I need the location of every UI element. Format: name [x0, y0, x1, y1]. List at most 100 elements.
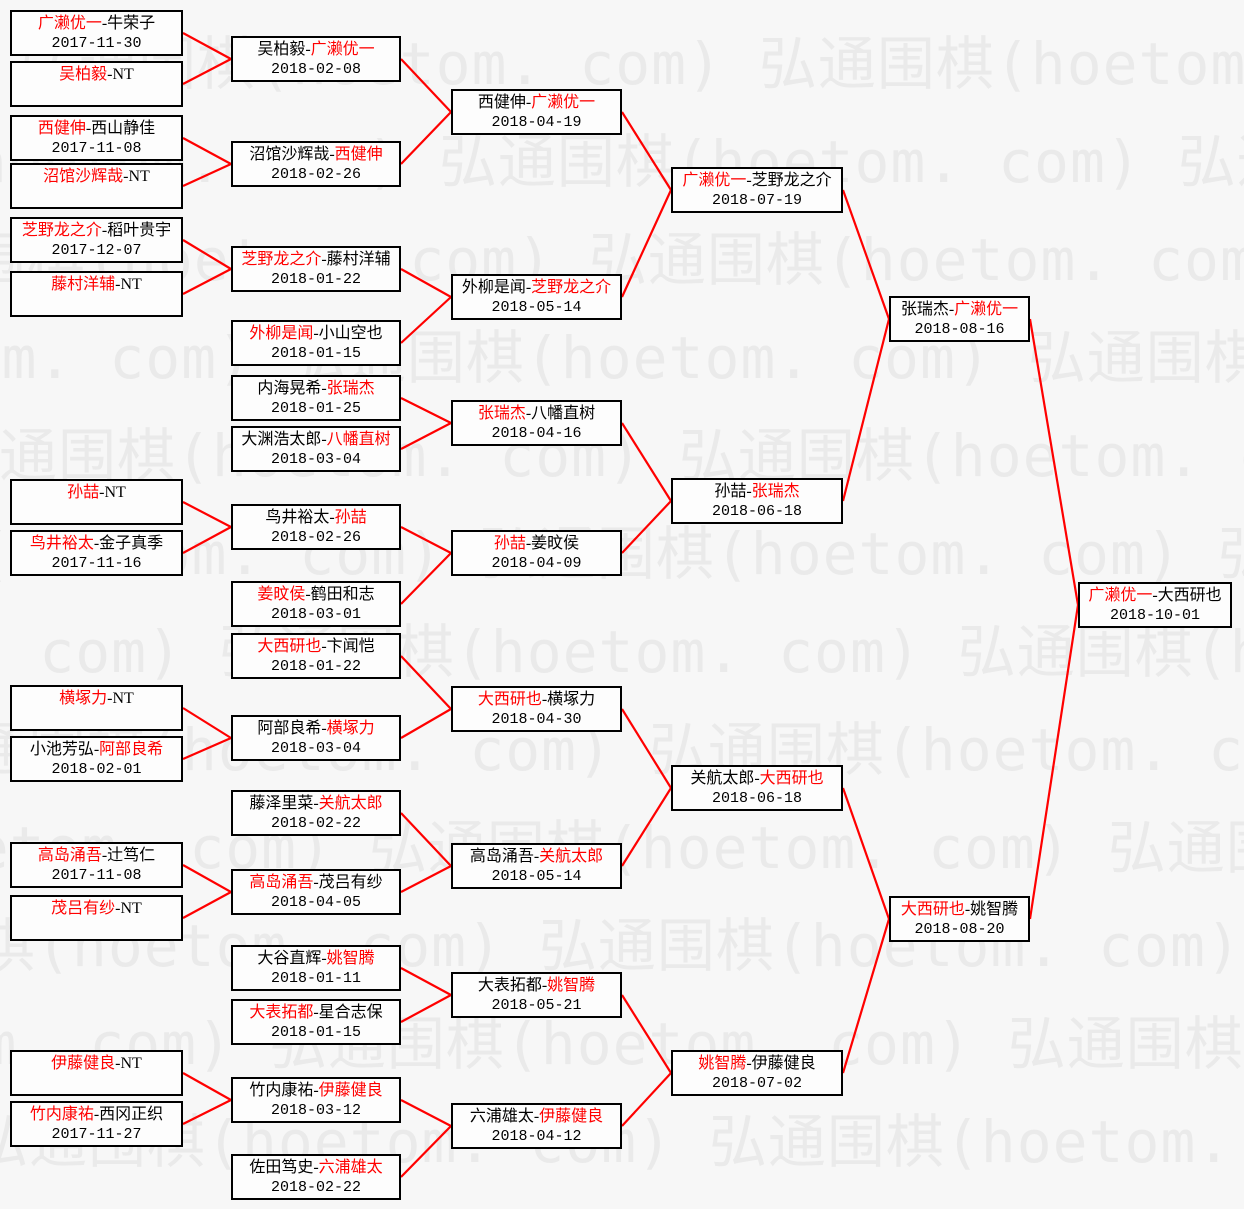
match-players: 沼馆沙辉哉-NT — [12, 165, 181, 187]
name-separator: - — [101, 15, 108, 32]
match-date: 2018-01-11 — [270, 970, 361, 987]
loser-name: 孙喆 — [714, 483, 747, 500]
bracket-connector-line — [400, 865, 452, 893]
bracket-connector-line — [400, 552, 452, 605]
match-date: 2018-02-26 — [270, 166, 361, 183]
winner-name: 藤村洋辅 — [51, 276, 116, 293]
name-separator: - — [93, 741, 100, 758]
match-players: 鸟井裕太-金子真季 — [12, 532, 181, 554]
winner-name: 姚智腾 — [547, 977, 596, 994]
match-players: 竹内康祐-伊藤健良 — [233, 1079, 399, 1101]
match-date: 2017-11-08 — [51, 140, 142, 157]
match-box-round-2-12: 高岛涌吾-茂吕有纱 2018-04-05 — [231, 869, 401, 915]
winner-name: 广濑优一 — [37, 15, 102, 32]
match-date — [12, 1074, 181, 1094]
name-separator: - — [313, 795, 319, 812]
match-box-final-1: 广濑优一-大西研也 2018-10-01 — [1078, 582, 1232, 628]
name-separator: - — [305, 41, 311, 58]
match-date: 2017-11-16 — [51, 555, 142, 572]
match-date — [12, 295, 181, 315]
match-players: 外柳是闻-小山空也 — [233, 322, 399, 344]
name-separator: - — [115, 1055, 121, 1072]
match-players: 吴柏毅-广濑优一 — [233, 38, 399, 60]
bracket-connector-line — [400, 397, 452, 424]
winner-name: 广濑优一 — [682, 172, 747, 189]
match-box-round-2-8: 姜旼侯-鹤田和志 2018-03-01 — [231, 581, 401, 627]
match-players: 藤村洋辅-NT — [12, 273, 181, 295]
loser-name: 西冈正织 — [99, 1106, 164, 1123]
winner-name: 大表拓都 — [249, 1004, 314, 1021]
match-date: 2018-01-25 — [270, 400, 361, 417]
winner-name: 鸟井裕太 — [29, 535, 94, 552]
bracket-connector-line — [400, 422, 452, 450]
winner-name: 广濑优一 — [1088, 587, 1153, 604]
bracket-connector-line — [182, 1099, 232, 1125]
loser-name: 藤村洋辅 — [326, 251, 391, 268]
loser-name: 八幡直树 — [531, 405, 596, 422]
winner-name: 张瑞杰 — [751, 483, 800, 500]
match-box-round-1-12: 茂吕有纱-NT — [10, 895, 183, 941]
match-players: 竹内康祐-西冈正织 — [12, 1103, 181, 1125]
name-separator: - — [525, 405, 532, 422]
loser-name: 小池芳弘 — [29, 741, 94, 758]
watermark-text: 弘通围棋(hoetom. com) 弘通围棋(hoetom. com) 弘通围棋… — [0, 520, 1244, 588]
bracket-connector-line — [620, 189, 673, 298]
bracket-connector-line — [841, 918, 891, 1074]
name-separator: - — [313, 874, 319, 891]
match-players: 鸟井裕太-孙喆 — [233, 506, 399, 528]
winner-name: 茂吕有纱 — [51, 900, 116, 917]
match-players: 西健伸-广濑优一 — [453, 91, 620, 113]
winner-name: 伊藤健良 — [539, 1108, 604, 1125]
watermark-text: 弘通围棋(hoetom. com) 弘通围棋(hoetom. com) 弘通围棋… — [0, 128, 1244, 196]
match-box-round-1-6: 藤村洋辅-NT — [10, 271, 183, 317]
match-date: 2018-03-12 — [270, 1102, 361, 1119]
loser-name: 芝野龙之介 — [751, 172, 832, 189]
winner-name: 广濑优一 — [310, 41, 375, 58]
name-separator: - — [313, 1082, 319, 1099]
loser-name: 小山空也 — [318, 325, 383, 342]
match-players: 广濑优一-芝野龙之介 — [673, 169, 841, 191]
loser-name: 姜旼侯 — [531, 535, 580, 552]
match-players: 孙喆-姜旼侯 — [453, 532, 620, 554]
loser-name: 横塚力 — [547, 691, 596, 708]
loser-name: 吴柏毅 — [257, 41, 306, 58]
match-players: 藤泽里菜-关航太郎 — [233, 792, 399, 814]
loser-name: 茂吕有纱 — [318, 874, 383, 891]
match-date: 2017-12-07 — [51, 242, 142, 259]
match-box-round-3-8: 六浦雄太-伊藤健良 2018-04-12 — [451, 1103, 622, 1149]
loser-name: 卞闻恺 — [326, 638, 375, 655]
name-separator: - — [754, 770, 760, 787]
match-box-round-2-4: 外柳是闻-小山空也 2018-01-15 — [231, 320, 401, 366]
winner-name: 芝野龙之介 — [21, 222, 102, 239]
match-box-round-3-1: 西健伸-广濑优一 2018-04-19 — [451, 89, 622, 135]
loser-name: 稻叶贵宇 — [107, 222, 172, 239]
loser-name: 西山静佳 — [91, 120, 156, 137]
bracket-connector-line — [400, 58, 452, 113]
loser-name: 鹤田和志 — [310, 586, 375, 603]
match-date: 2018-01-15 — [270, 1024, 361, 1041]
name-separator: - — [313, 1004, 319, 1021]
name-separator: - — [85, 120, 92, 137]
match-players: 伊藤健良-NT — [12, 1052, 181, 1074]
loser-name: 大表拓都 — [477, 977, 542, 994]
name-separator: - — [93, 535, 100, 552]
match-box-round-1-5: 芝野龙之介-稻叶贵宇 2017-12-07 — [10, 217, 183, 263]
winner-name: 姚智腾 — [698, 1055, 747, 1072]
winner-name: 外柳是闻 — [249, 325, 314, 342]
name-separator: - — [329, 146, 335, 163]
match-date: 2018-01-15 — [270, 345, 361, 362]
name-separator: - — [115, 276, 121, 293]
winner-name: 伊藤健良 — [318, 1082, 383, 1099]
match-date: 2018-06-18 — [711, 790, 802, 807]
loser-name: 六浦雄太 — [469, 1108, 534, 1125]
match-box-quarterfinals-1: 广濑优一-芝野龙之介 2018-07-19 — [671, 167, 843, 213]
name-separator: - — [746, 172, 752, 189]
match-players: 横塚力-NT — [12, 687, 181, 709]
winner-name: 姚智腾 — [326, 950, 375, 967]
match-date: 2018-02-26 — [270, 529, 361, 546]
loser-name: NT — [120, 1055, 142, 1072]
bracket-connector-line — [182, 891, 232, 919]
name-separator: - — [101, 222, 108, 239]
bracket-connector-line — [400, 708, 452, 739]
match-date: 2018-02-08 — [270, 61, 361, 78]
